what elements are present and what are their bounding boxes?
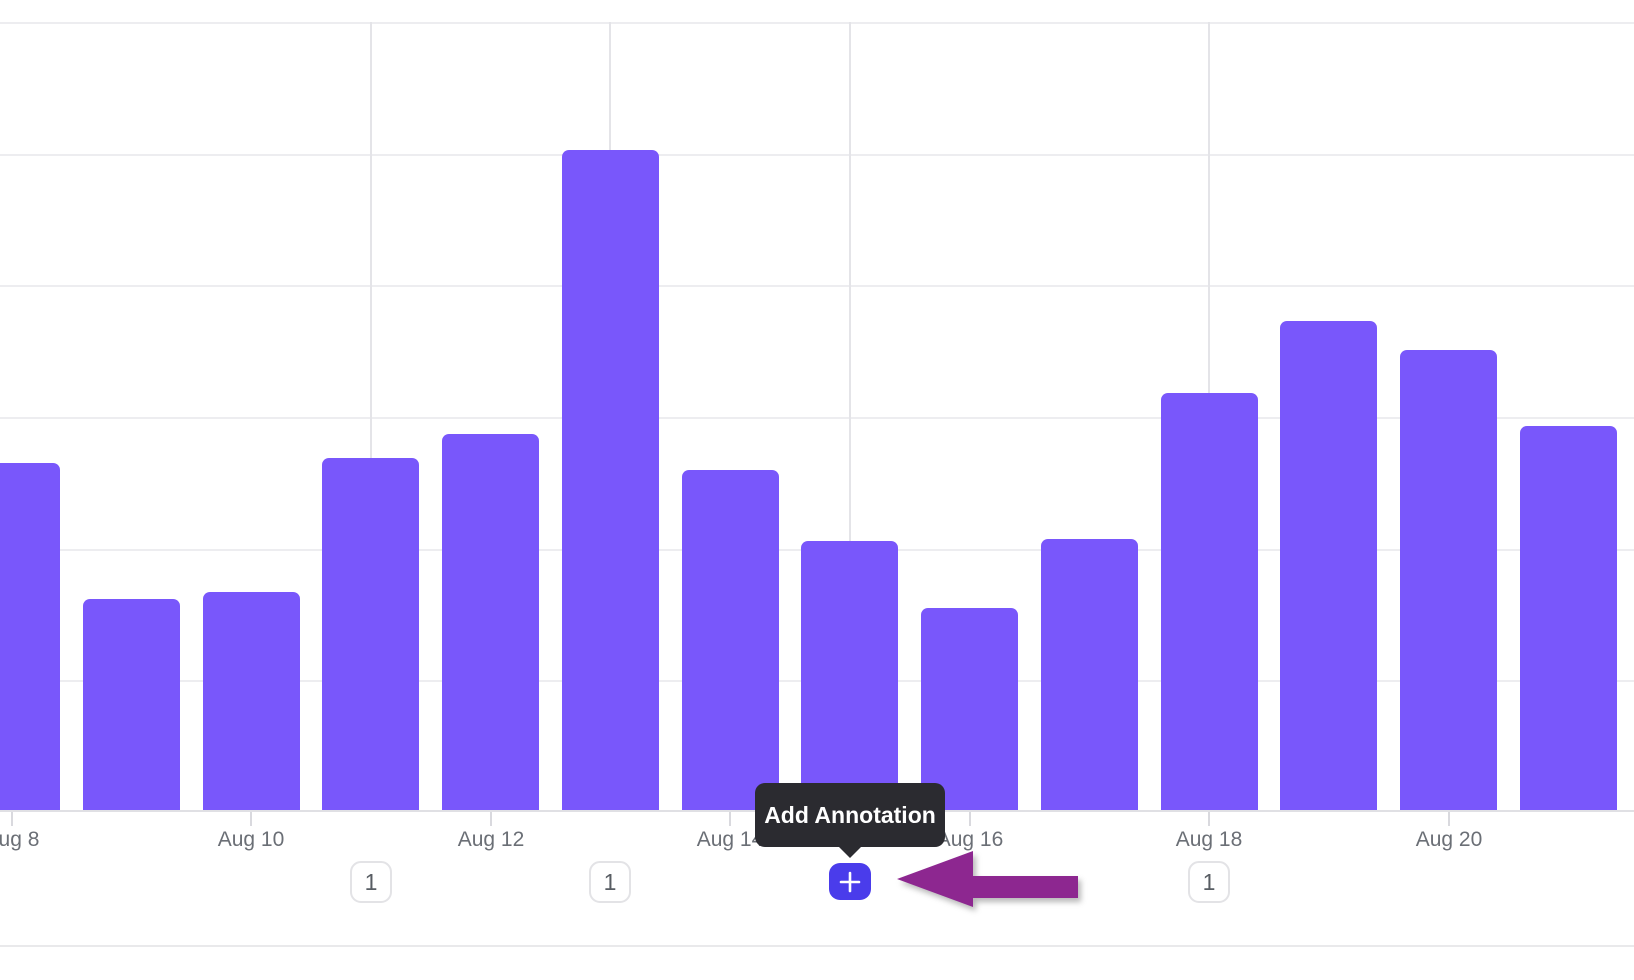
gridline [0, 22, 1634, 24]
bar-aug-10[interactable] [203, 592, 300, 810]
bar-aug-8[interactable] [0, 463, 60, 810]
x-axis-tick [250, 812, 252, 826]
x-axis-tick [11, 812, 13, 826]
gridline [0, 154, 1634, 156]
x-axis-tick [490, 812, 492, 826]
bottom-separator-line [0, 945, 1634, 947]
x-axis-label: Aug 8 [0, 828, 40, 851]
gridline [0, 417, 1634, 419]
x-axis-label: Aug 18 [1175, 828, 1243, 851]
bar-aug-12[interactable] [442, 434, 539, 810]
x-axis-label: Aug 12 [457, 828, 525, 851]
add-annotation-tooltip: Add Annotation [755, 783, 945, 858]
bar-aug-16[interactable] [921, 608, 1018, 810]
x-axis-tick [969, 812, 971, 826]
add-annotation-button[interactable] [829, 863, 871, 900]
x-axis-label: Aug 10 [217, 828, 285, 851]
x-axis-tick [1208, 812, 1210, 826]
bar-aug-20[interactable] [1400, 350, 1497, 810]
x-axis-label: Aug 14 [696, 828, 764, 851]
x-axis-label: Aug 16 [936, 828, 1004, 851]
bar-aug-18[interactable] [1161, 393, 1258, 810]
bar-aug-11[interactable] [322, 458, 419, 810]
tooltip-caret [838, 846, 862, 858]
annotation-marker-line [849, 22, 851, 810]
bar-aug-19[interactable] [1280, 321, 1377, 810]
bar-aug-17[interactable] [1041, 539, 1138, 810]
x-axis-tick [1448, 812, 1450, 826]
annotation-count-badge-aug-18[interactable]: 1 [1188, 861, 1230, 903]
bar-aug-13[interactable] [562, 150, 659, 810]
pointer-arrow-graphic [897, 851, 1078, 907]
visitors-bar-chart: Aug 8 Aug 10 Aug 12 Aug 14 Aug 16 Aug 18 Aug 2… [0, 22, 1634, 907]
plus-icon [839, 871, 861, 892]
annotation-count-badge-aug-13[interactable]: 1 [589, 861, 631, 903]
tooltip-label: Add Annotation [764, 801, 936, 828]
gridline [0, 285, 1634, 287]
annotation-marker-line [370, 22, 372, 810]
bar-aug-14[interactable] [682, 470, 779, 810]
bar-aug-15[interactable] [801, 541, 898, 810]
annotation-count-badge-aug-11[interactable]: 1 [350, 861, 392, 903]
x-axis-tick [729, 812, 731, 826]
x-axis-label: Aug 20 [1415, 828, 1483, 851]
bar-aug-21[interactable] [1520, 426, 1617, 810]
bar-aug-9[interactable] [83, 599, 180, 810]
